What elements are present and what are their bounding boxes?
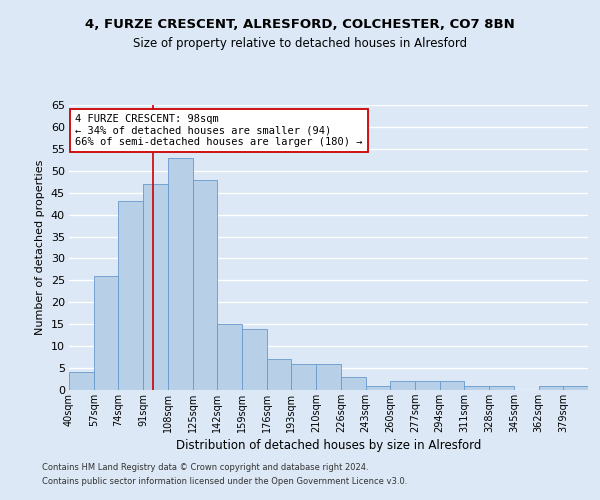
Bar (168, 158, 193, 390)
Bar (69, 372, 94, 390)
Text: 4, FURZE CRESCENT, ALRESFORD, COLCHESTER, CO7 8BN: 4, FURZE CRESCENT, ALRESFORD, COLCHESTER… (85, 18, 515, 30)
Text: Contains HM Land Registry data © Crown copyright and database right 2024.: Contains HM Land Registry data © Crown c… (42, 462, 368, 471)
Bar (489, 386, 514, 390)
Bar (94, 276, 118, 390)
X-axis label: Distribution of detached houses by size in Alresford: Distribution of detached houses by size … (176, 439, 481, 452)
Text: Size of property relative to detached houses in Alresford: Size of property relative to detached ho… (133, 38, 467, 51)
Bar (316, 364, 341, 390)
Bar (539, 386, 563, 390)
Bar (217, 324, 242, 390)
Bar (292, 364, 316, 390)
Bar (563, 386, 588, 390)
Bar (415, 381, 440, 390)
Bar (267, 360, 292, 390)
Bar (390, 381, 415, 390)
Bar (365, 386, 390, 390)
Text: 4 FURZE CRESCENT: 98sqm
← 34% of detached houses are smaller (94)
66% of semi-de: 4 FURZE CRESCENT: 98sqm ← 34% of detache… (75, 114, 362, 147)
Bar (464, 386, 489, 390)
Text: Contains public sector information licensed under the Open Government Licence v3: Contains public sector information licen… (42, 478, 407, 486)
Bar (193, 180, 217, 390)
Bar (143, 184, 168, 390)
Bar (341, 377, 365, 390)
Bar (242, 328, 267, 390)
Bar (118, 202, 143, 390)
Bar (440, 381, 464, 390)
Y-axis label: Number of detached properties: Number of detached properties (35, 160, 45, 335)
